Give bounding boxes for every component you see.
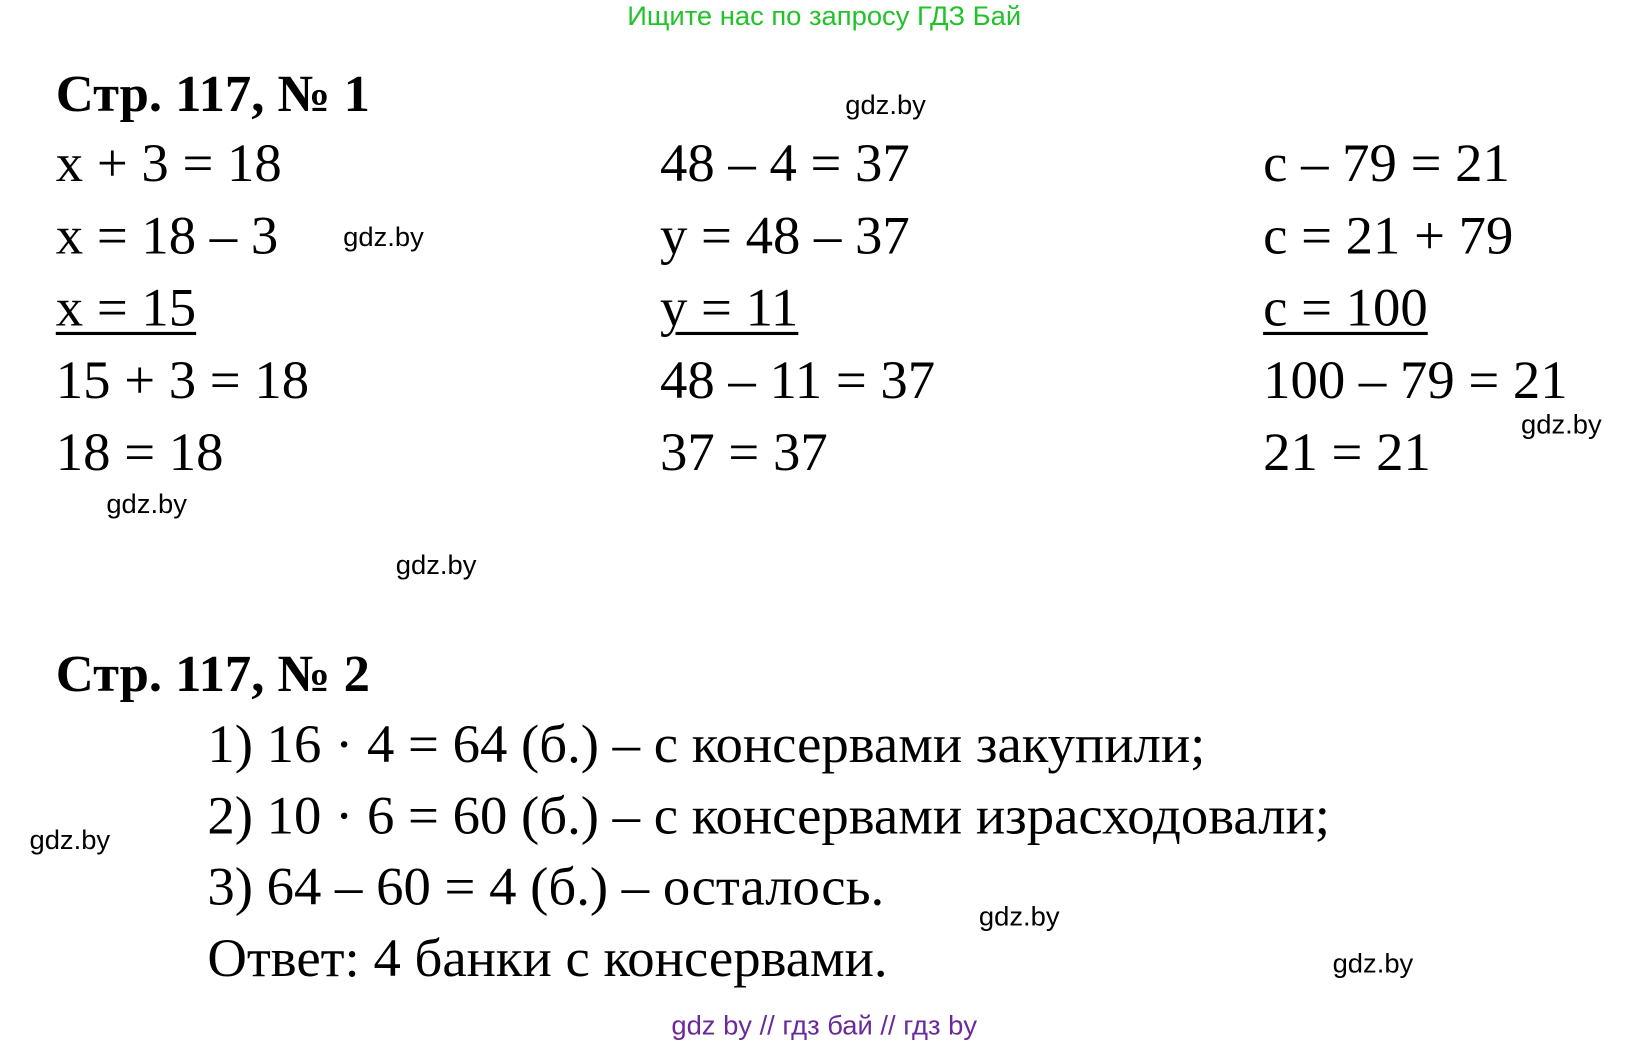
equation: 48 – 11 = 37 — [659, 350, 936, 411]
watermark: gdz.by — [978, 900, 1060, 932]
equation: 15 + 3 = 18 — [55, 350, 310, 411]
answer-line: Ответ: 4 банки с консервами. — [207, 928, 888, 989]
equation: 48 – 4 = 37 — [659, 134, 910, 194]
equation-answer: y = 11 — [659, 278, 799, 339]
task1-title: Стр. 117, № 1 — [55, 63, 370, 123]
equation: y = 48 – 37 — [659, 206, 910, 266]
equation: c – 79 = 21 — [1263, 134, 1510, 194]
equation: x + 3 = 18 — [55, 134, 282, 194]
watermark: gdz.by — [29, 823, 111, 856]
solution-step: 3) 64 – 60 = 4 (б.) – осталось. — [207, 857, 885, 918]
footer-links: gdz by // гдз бай // гдз by — [671, 1009, 978, 1041]
task2-title: Стр. 117, № 2 — [55, 643, 370, 703]
equation: 21 = 21 — [1263, 422, 1431, 483]
task1-column-3: c – 79 = 21 c = 21 + 79 c = 100 100 – 79… — [1263, 133, 1568, 485]
equation: c = 21 + 79 — [1263, 206, 1514, 266]
watermark: gdz.by — [343, 220, 424, 253]
equation: 37 = 37 — [659, 422, 828, 483]
solution-step: 2) 10 · 6 = 60 (б.) – с консервами израс… — [207, 786, 1330, 846]
header-banner: Ищите нас по запросу ГДЗ Бай — [627, 0, 1022, 32]
equation: x = 18 – 3 — [55, 206, 279, 266]
watermark: gdz.by — [1332, 947, 1414, 979]
watermark: gdz.by — [395, 548, 477, 581]
equation-answer: c = 100 — [1263, 278, 1428, 339]
solution-step: 1) 16 · 4 = 64 (б.) – с консервами закуп… — [207, 715, 1206, 775]
watermark: gdz.by — [1521, 408, 1602, 440]
task2-solution: 1) 16 · 4 = 64 (б.) – с консервами закуп… — [207, 714, 1330, 990]
equation: 100 – 79 = 21 — [1263, 350, 1568, 411]
equation-answer: x = 15 — [55, 278, 197, 339]
task1-column-2: 48 – 4 = 37 y = 48 – 37 y = 11 48 – 11 =… — [660, 133, 935, 485]
task1-column-1: x + 3 = 18 x = 18 – 3 x = 15 15 + 3 = 18… — [56, 133, 309, 485]
watermark: gdz.by — [845, 88, 926, 121]
watermark: gdz.by — [106, 487, 187, 520]
equation: 18 = 18 — [55, 422, 224, 483]
